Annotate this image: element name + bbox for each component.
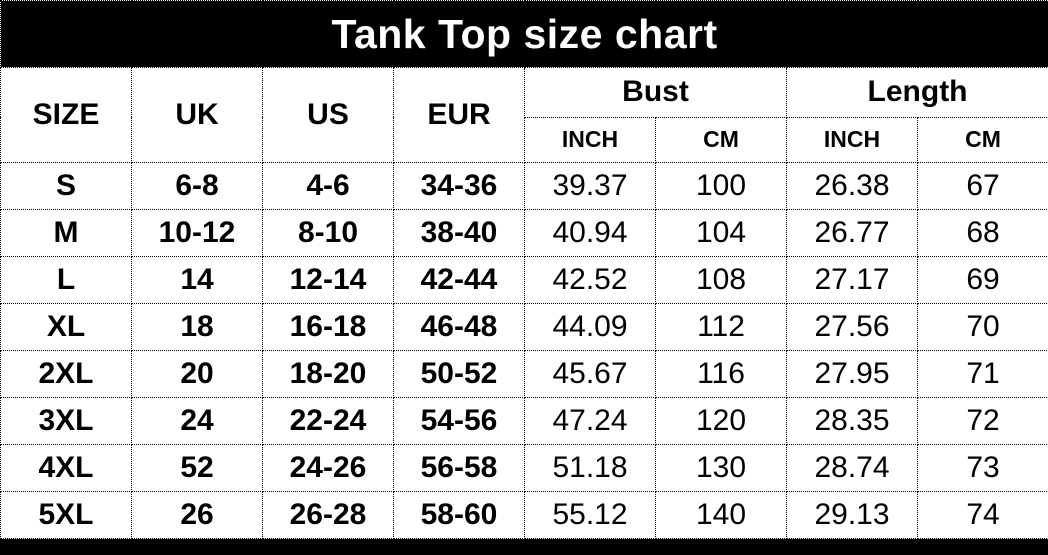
- table-cell: 100: [655, 162, 787, 210]
- table-cell: 44.09: [524, 303, 656, 351]
- group-header-length: Length: [785, 67, 1048, 118]
- table-cell: 39.37: [524, 162, 656, 210]
- table-cell: 42-44: [393, 256, 525, 304]
- table-cell: 58-60: [393, 491, 525, 539]
- table-cell: 42.52: [524, 256, 656, 304]
- table-cell: 26-28: [262, 491, 394, 539]
- table-cell: 71: [916, 350, 1048, 398]
- table-cell: 6-8: [131, 162, 263, 210]
- table-cell: 8-10: [262, 209, 394, 257]
- table-cell: S: [0, 162, 132, 210]
- table-cell: 10-12: [131, 209, 263, 257]
- header-row-units: INCH CM INCH CM: [1, 116, 1048, 164]
- table-cell: 116: [655, 350, 787, 398]
- table-cell: 22-24: [262, 397, 394, 445]
- table-cell: 40.94: [524, 209, 656, 257]
- table-row-4xl: 4XL 52 24-26 56-58 51.18 130 28.74 73: [0, 444, 1048, 492]
- size-chart-table: Tank Top size chart SIZE UK US EUR Bust …: [0, 0, 1048, 539]
- table-cell: 70: [916, 303, 1048, 351]
- table-cell: L: [0, 256, 132, 304]
- table-cell: 108: [655, 256, 787, 304]
- table-cell: XL: [0, 303, 132, 351]
- table-cell: 18: [131, 303, 263, 351]
- table-cell: 14: [131, 256, 263, 304]
- table-cell: 120: [655, 397, 787, 445]
- sub-header-length-cm: CM: [916, 116, 1048, 164]
- col-header-us: US: [262, 67, 394, 163]
- table-cell: 20: [131, 350, 263, 398]
- table-row-m: M 10-12 8-10 38-40 40.94 104 26.77 68: [0, 209, 1048, 257]
- table-cell: M: [0, 209, 132, 257]
- table-cell: 29.13: [786, 491, 918, 539]
- table-cell: 104: [655, 209, 787, 257]
- table-cell: 27.17: [786, 256, 918, 304]
- table-cell: 38-40: [393, 209, 525, 257]
- table-cell: 54-56: [393, 397, 525, 445]
- table-cell: 5XL: [0, 491, 132, 539]
- table-row-xl: XL 18 16-18 46-48 44.09 112 27.56 70: [0, 303, 1048, 351]
- table-cell: 26.77: [786, 209, 918, 257]
- table-cell: 56-58: [393, 444, 525, 492]
- table-cell: 26: [131, 491, 263, 539]
- table-row-5xl: 5XL 26 26-28 58-60 55.12 140 29.13 74: [0, 491, 1048, 539]
- table-cell: 28.74: [786, 444, 918, 492]
- table-cell: 26.38: [786, 162, 918, 210]
- table-cell: 18-20: [262, 350, 394, 398]
- table-cell: 55.12: [524, 491, 656, 539]
- sub-header-bust-cm: CM: [655, 116, 787, 164]
- table-cell: 16-18: [262, 303, 394, 351]
- table-cell: 130: [655, 444, 787, 492]
- title-row: Tank Top size chart: [0, 0, 1048, 68]
- table-cell: 4-6: [262, 162, 394, 210]
- table-cell: 12-14: [262, 256, 394, 304]
- table-row-l: L 14 12-14 42-44 42.52 108 27.17 69: [0, 256, 1048, 304]
- table-row-s: S 6-8 4-6 34-36 39.37 100 26.38 67: [0, 162, 1048, 210]
- table-cell: 24-26: [262, 444, 394, 492]
- group-header-bust: Bust: [524, 67, 787, 118]
- table-cell: 72: [916, 397, 1048, 445]
- col-header-size: SIZE: [0, 67, 132, 163]
- table-cell: 2XL: [0, 350, 132, 398]
- col-header-eur: EUR: [393, 67, 525, 163]
- table-row-2xl: 2XL 20 18-20 50-52 45.67 116 27.95 71: [0, 350, 1048, 398]
- table-cell: 73: [916, 444, 1048, 492]
- table-row-3xl: 3XL 24 22-24 54-56 47.24 120 28.35 72: [0, 397, 1048, 445]
- table-cell: 68: [916, 209, 1048, 257]
- table-cell: 24: [131, 397, 263, 445]
- header-row-groups: SIZE UK US EUR Bust Length: [0, 67, 1048, 163]
- table-cell: 27.95: [786, 350, 918, 398]
- table-cell: 3XL: [0, 397, 132, 445]
- table-cell: 51.18: [524, 444, 656, 492]
- chart-title: Tank Top size chart: [0, 0, 1048, 68]
- table-cell: 69: [916, 256, 1048, 304]
- bottom-black-bar: [0, 539, 1048, 555]
- table-cell: 27.56: [786, 303, 918, 351]
- col-header-uk: UK: [131, 67, 263, 163]
- table-cell: 67: [916, 162, 1048, 210]
- table-cell: 50-52: [393, 350, 525, 398]
- table-cell: 140: [655, 491, 787, 539]
- table-cell: 4XL: [0, 444, 132, 492]
- table-cell: 112: [655, 303, 787, 351]
- table-cell: 34-36: [393, 162, 525, 210]
- table-cell: 74: [916, 491, 1048, 539]
- sub-header-length-inch: INCH: [786, 116, 918, 164]
- table-cell: 52: [131, 444, 263, 492]
- table-cell: 47.24: [524, 397, 656, 445]
- table-cell: 45.67: [524, 350, 656, 398]
- sub-header-bust-inch: INCH: [524, 116, 656, 164]
- table-cell: 28.35: [786, 397, 918, 445]
- table-cell: 46-48: [393, 303, 525, 351]
